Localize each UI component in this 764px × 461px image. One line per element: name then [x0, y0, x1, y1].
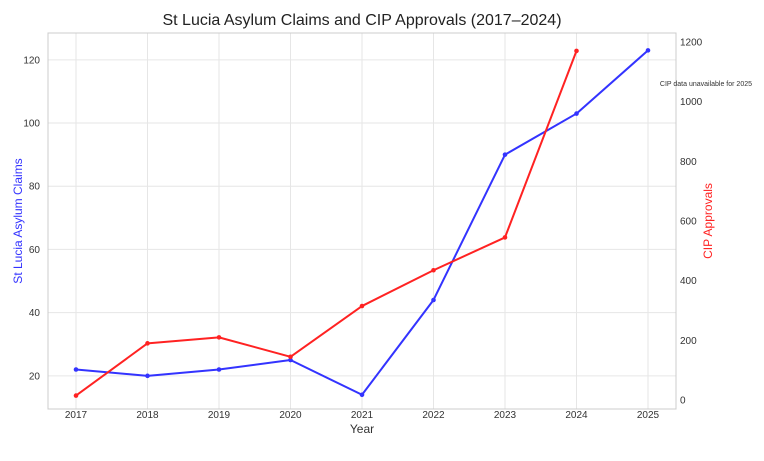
right-tick-label: 200: [680, 336, 697, 347]
data-point: [574, 48, 579, 54]
right-tick-label: 600: [680, 217, 697, 228]
x-axis-ticks: 2017 2018 2019 2020 2021 2022 2023 2024 2025: [65, 410, 660, 421]
right-tick-label: 0: [680, 396, 686, 407]
right-tick-label: 800: [680, 157, 697, 168]
plot-frame: [47, 32, 677, 410]
x-tick-label: 2025: [637, 410, 660, 421]
data-point: [645, 48, 651, 53]
right-tick-label: 400: [680, 276, 697, 287]
series-layer: [73, 48, 651, 398]
data-point: [502, 152, 508, 157]
data-point: [288, 357, 293, 363]
data-point: [73, 393, 79, 398]
left-tick-label: 60: [29, 245, 41, 256]
data-point: [431, 267, 436, 273]
data-point: [359, 392, 365, 398]
left-tick-label: 120: [23, 55, 40, 66]
x-tick-label: 2020: [279, 410, 302, 421]
data-point: [359, 303, 365, 309]
data-point: [431, 297, 436, 303]
x-tick-label: 2022: [422, 410, 445, 421]
data-point: [216, 335, 222, 340]
series-asylum-claims: [73, 48, 651, 398]
left-tick-label: 20: [29, 371, 41, 382]
x-tick-label: 2024: [565, 410, 588, 421]
data-point: [288, 354, 293, 360]
left-tick-label: 40: [29, 308, 41, 319]
x-axis-title: Year: [350, 422, 374, 436]
x-tick-label: 2021: [351, 410, 374, 421]
data-point: [502, 235, 508, 240]
right-axis-title: CIP Approvals: [701, 183, 715, 259]
series-cip-approvals: [73, 48, 579, 398]
data-point: [145, 341, 150, 346]
data-point: [216, 367, 222, 372]
chart-title: St Lucia Asylum Claims and CIP Approvals…: [162, 12, 561, 29]
left-axis-title: St Lucia Asylum Claims: [11, 158, 25, 283]
data-point: [145, 373, 150, 379]
grid-layer: [48, 33, 676, 409]
annotation-cip-unavailable: CIP data unavailable for 2025: [660, 81, 752, 88]
x-tick-label: 2019: [208, 410, 231, 421]
right-tick-label: 1000: [680, 97, 703, 108]
left-axis-ticks: 20 40 60 80 100 120: [23, 55, 40, 382]
x-tick-label: 2017: [65, 410, 88, 421]
right-axis-ticks: 0 200 400 600 800 1000 1200: [680, 37, 703, 406]
left-tick-label: 80: [29, 182, 41, 193]
x-tick-label: 2023: [494, 410, 517, 421]
right-tick-label: 1200: [680, 37, 703, 48]
data-point: [73, 367, 79, 372]
data-point: [574, 111, 579, 116]
left-tick-label: 100: [23, 119, 40, 130]
series-line: [75, 50, 578, 397]
x-tick-label: 2018: [136, 410, 159, 421]
